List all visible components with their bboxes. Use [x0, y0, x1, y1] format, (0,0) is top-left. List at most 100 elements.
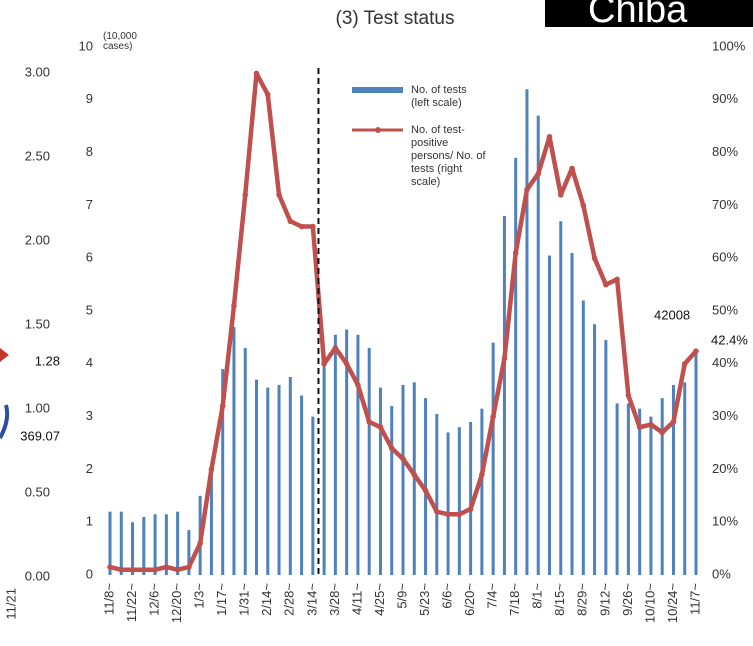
x-tick-label: 11/8~	[101, 583, 116, 615]
line-point	[422, 487, 429, 494]
y-tick-label: 2	[86, 461, 93, 476]
line-point	[659, 429, 665, 436]
bar	[593, 324, 597, 575]
x-tick-label: 1/31~	[237, 583, 252, 616]
line-point	[524, 186, 530, 193]
bar	[435, 413, 439, 575]
y2-tick-label: 70%	[712, 197, 738, 212]
line-point	[129, 566, 136, 573]
line-point	[253, 70, 260, 77]
line-point	[298, 223, 305, 230]
badge-box	[545, 0, 753, 27]
annotation: 42.4%	[711, 332, 748, 347]
line-point	[287, 218, 294, 225]
y2-tick-label: 20%	[712, 461, 738, 476]
legend-swatch	[352, 87, 403, 93]
line-point	[636, 424, 643, 430]
line-point	[603, 281, 609, 288]
left-tick-label: 1.00	[25, 400, 50, 415]
legend-label: No. of tests (left scale)	[411, 84, 467, 109]
y-tick-label: 1	[86, 514, 93, 529]
line-point	[546, 133, 553, 140]
y-tick-label: 0	[86, 566, 93, 581]
line-point	[445, 511, 451, 518]
x-tick-label: 9/12~	[597, 583, 612, 616]
bar	[694, 353, 698, 575]
line-point	[434, 508, 440, 515]
y2-tick-label: 90%	[712, 91, 738, 106]
left-tick-label: 0.00	[25, 568, 50, 583]
x-tick-label: 9/26~	[620, 583, 635, 616]
badge: Chiba	[588, 0, 688, 31]
left-tick-label: 1.50	[25, 316, 50, 331]
x-tick-label: 12/6~	[147, 583, 162, 616]
x-tick-label: 1/3~	[192, 583, 207, 609]
y2-tick-label: 40%	[712, 355, 738, 370]
line-point	[264, 91, 271, 98]
x-tick-label: 8/29~	[575, 583, 590, 616]
annotation: 42008	[654, 307, 690, 322]
bar	[412, 382, 416, 575]
line-point	[400, 456, 406, 462]
y-tick-label: 7	[86, 197, 93, 212]
y-tick-label: 6	[86, 250, 93, 265]
bar	[153, 514, 157, 575]
line-point	[580, 202, 587, 209]
x-tick-label: 2/14~	[259, 583, 274, 616]
x-tick-label: 6/6~	[440, 583, 455, 609]
y-tick-label: 9	[86, 91, 93, 106]
x-tick-label: 8/1~	[530, 583, 545, 609]
bar	[638, 408, 642, 575]
legend-label: No. of test-positive persons/ No. of tes…	[411, 124, 486, 188]
line-point	[591, 255, 598, 261]
x-tick-label: 7/18~	[507, 583, 522, 616]
line-point	[152, 566, 158, 573]
bar	[469, 421, 473, 575]
y2-tick-label: 80%	[712, 144, 738, 159]
bar	[378, 387, 382, 575]
bar	[288, 377, 292, 575]
line-point	[377, 424, 384, 430]
y-tick-label: 4	[86, 355, 93, 370]
bar	[514, 157, 518, 575]
left-tick-label: 3.00	[25, 64, 50, 79]
line-point	[569, 165, 575, 172]
line-point	[208, 466, 215, 473]
bar	[525, 89, 529, 576]
left-x-label: 11/21	[3, 588, 18, 620]
bar	[457, 427, 461, 575]
x-tick-label: 5/23~	[417, 583, 432, 616]
y-tick-label: 5	[86, 302, 93, 317]
bar	[131, 522, 135, 575]
bar	[581, 300, 585, 575]
x-tick-label: 3/28~	[327, 583, 342, 616]
line-point	[388, 445, 395, 452]
bar	[536, 115, 540, 575]
bar	[367, 347, 371, 575]
line-point	[625, 392, 632, 399]
bar	[311, 416, 315, 575]
line-point	[670, 419, 677, 425]
line-point	[107, 564, 113, 570]
x-tick-label: 10/10~	[642, 583, 657, 624]
y2-tick-label: 50%	[712, 302, 738, 317]
y-tick-label: 8	[86, 144, 93, 159]
line-point	[197, 540, 203, 547]
bar	[164, 514, 168, 575]
line-point	[467, 506, 474, 512]
bar	[356, 334, 360, 575]
x-tick-label: 4/11~	[349, 583, 364, 615]
bar	[142, 516, 146, 575]
y2-tick-label: 10%	[712, 514, 738, 529]
bar	[604, 340, 608, 575]
bar	[491, 342, 495, 575]
x-tick-label: 11/7~	[687, 583, 702, 615]
bar	[502, 215, 506, 575]
line-point	[366, 419, 372, 425]
x-tick-label: 4/25~	[372, 583, 387, 616]
x-tick-label: 7/4~	[485, 583, 500, 609]
bar	[345, 329, 349, 575]
bar	[322, 353, 326, 575]
y2-tick-label: 0%	[712, 566, 731, 581]
